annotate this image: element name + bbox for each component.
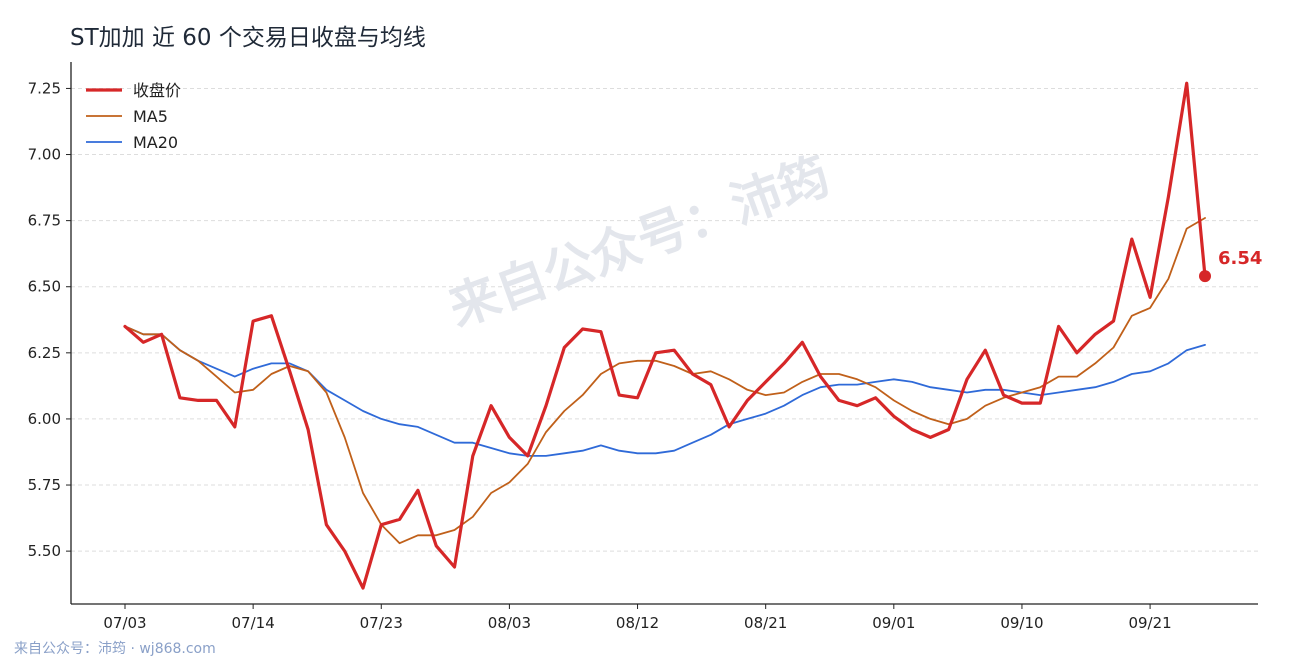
legend: 收盘价 MA5 MA20 bbox=[86, 81, 181, 152]
y-tick-label: 5.50 bbox=[28, 542, 61, 560]
legend-ma20: MA20 bbox=[86, 133, 178, 152]
x-tick-label: 09/10 bbox=[1000, 614, 1043, 632]
legend-label: MA5 bbox=[133, 107, 168, 126]
footer-credit: 来自公众号：沛筠 · wj868.com bbox=[14, 641, 216, 657]
y-tick-label: 6.25 bbox=[28, 344, 61, 362]
y-tick-label: 7.00 bbox=[28, 146, 61, 164]
x-tick-label: 08/21 bbox=[744, 614, 787, 632]
gridlines bbox=[71, 87, 1258, 552]
y-tick-label: 5.75 bbox=[28, 476, 61, 494]
x-tick-label: 09/01 bbox=[872, 614, 915, 632]
annotations: 6.54 bbox=[1199, 248, 1262, 283]
x-tick-label: 07/14 bbox=[232, 614, 275, 632]
x-tick-label: 08/12 bbox=[616, 614, 659, 632]
x-tick-label: 09/21 bbox=[1128, 614, 1171, 632]
legend-label: 收盘价 bbox=[133, 81, 181, 100]
y-tick-label: 6.00 bbox=[28, 410, 61, 428]
ma5-line bbox=[124, 217, 1206, 545]
last-close-point bbox=[1199, 270, 1211, 283]
axes bbox=[66, 62, 1258, 609]
last-close-label: 6.54 bbox=[1218, 248, 1262, 269]
legend-close: 收盘价 bbox=[86, 81, 181, 100]
series-group bbox=[123, 81, 1207, 590]
y-tick-label: 6.75 bbox=[28, 212, 61, 230]
watermark: 来自公众号：沛筠 bbox=[441, 146, 837, 337]
x-tick-label: 08/03 bbox=[488, 614, 531, 632]
tick-labels: 5.50 5.75 6.00 6.25 6.50 6.75 7.00 7.25 07/03 07/… bbox=[28, 79, 1172, 632]
x-tick-label: 07/03 bbox=[103, 614, 146, 632]
y-tick-label: 7.25 bbox=[28, 79, 61, 97]
legend-ma5: MA5 bbox=[86, 107, 168, 126]
chart-title: ST加加 近 60 个交易日收盘与均线 bbox=[70, 25, 426, 51]
legend-label: MA20 bbox=[133, 133, 178, 152]
x-tick-label: 07/23 bbox=[360, 614, 403, 632]
close-price-line bbox=[123, 81, 1207, 590]
y-tick-label: 6.50 bbox=[28, 278, 61, 296]
